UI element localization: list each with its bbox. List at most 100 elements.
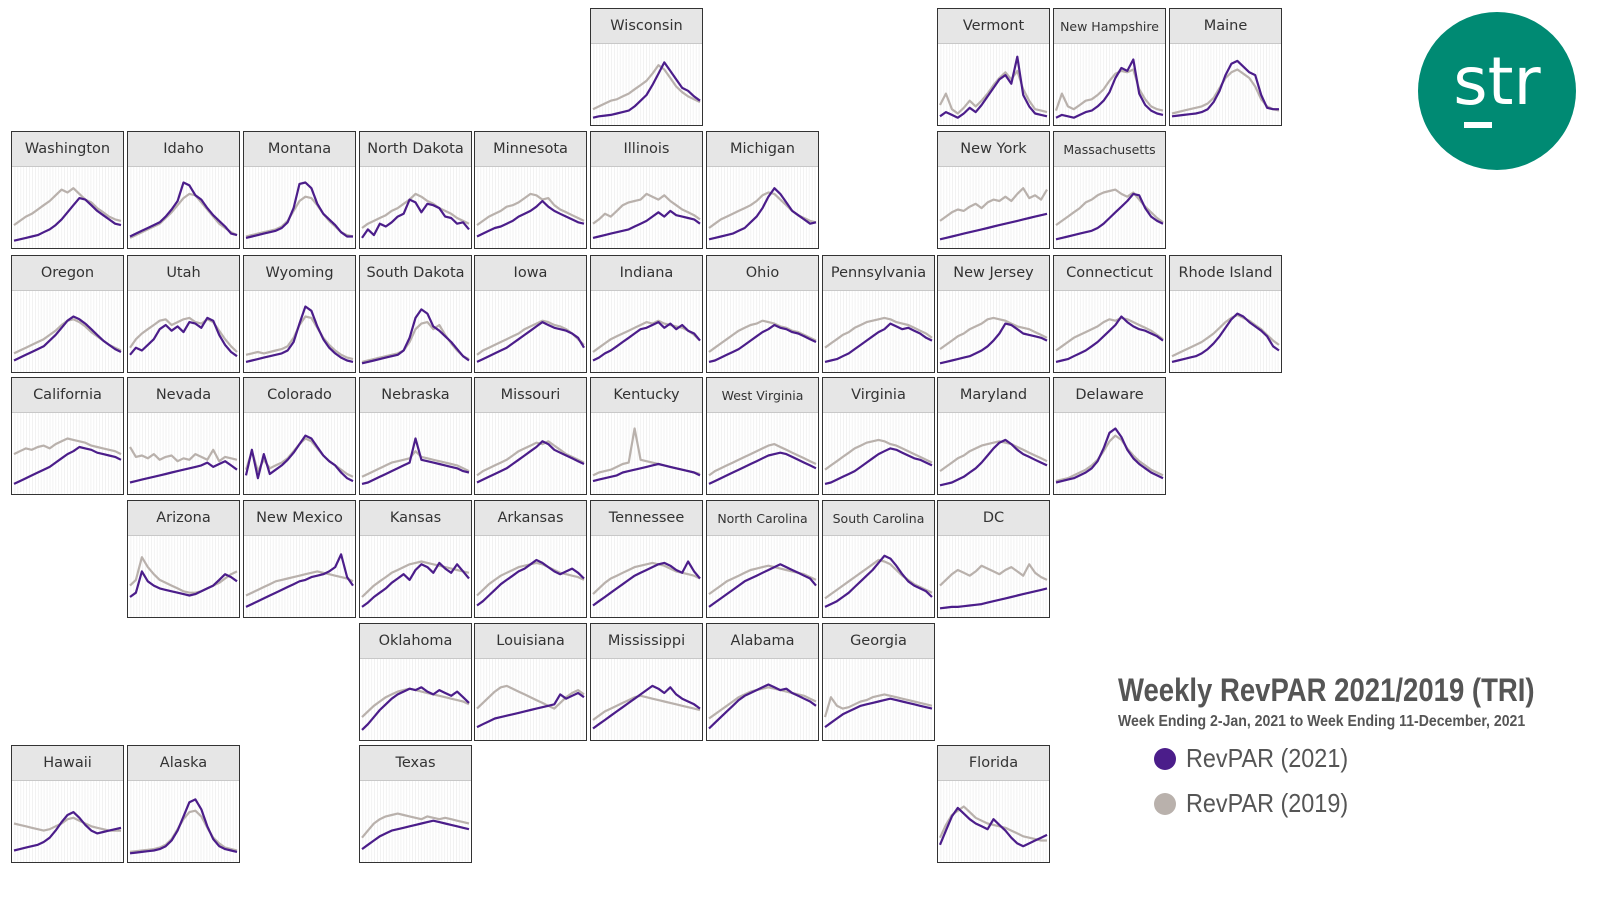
state-name: Rhode Island: [1170, 256, 1281, 291]
state-tile-virginia: Virginia: [822, 377, 935, 495]
series-line-rev2019: [592, 64, 701, 111]
series-line-rev2021: [13, 445, 122, 485]
state-name: Oklahoma: [360, 624, 471, 659]
series-line-rev2021: [361, 819, 470, 850]
state-sparkline: [1055, 167, 1164, 248]
series-line-rev2019: [824, 316, 933, 349]
series-line-rev2021: [939, 322, 1048, 365]
legend-dot-2021: [1154, 747, 1176, 770]
series-line-rev2019: [708, 686, 817, 720]
state-name: Idaho: [128, 132, 239, 167]
state-name: Oregon: [12, 256, 123, 291]
state-tile-florida: Florida: [937, 745, 1050, 863]
state-name: Arkansas: [475, 501, 586, 536]
state-sparkline: [1171, 291, 1280, 372]
series-line-rev2019: [824, 558, 933, 600]
series-line-rev2021: [824, 697, 933, 728]
state-name: Wisconsin: [591, 9, 702, 44]
state-sparkline: [361, 536, 470, 617]
state-name: Washington: [12, 132, 123, 167]
series-line-rev2021: [245, 181, 353, 239]
state-name: Maine: [1170, 9, 1281, 44]
state-tile-oregon: Oregon: [11, 255, 124, 373]
series-line-rev2021: [245, 305, 354, 363]
state-sparkline: [939, 413, 1048, 494]
state-sparkline: [13, 413, 122, 494]
series-line-rev2021: [824, 322, 933, 363]
legend-item-2019: RevPAR (2019): [1154, 788, 1366, 819]
state-sparkline: [361, 167, 470, 248]
state-name: Louisiana: [475, 624, 586, 659]
series-line-rev2021: [476, 440, 585, 484]
series-line-rev2019: [939, 805, 1047, 842]
state-tile-kentucky: Kentucky: [590, 377, 703, 495]
state-tile-oklahoma: Oklahoma: [359, 623, 472, 741]
state-tile-georgia: Georgia: [822, 623, 935, 741]
state-sparkline: [13, 167, 122, 248]
state-sparkline: [129, 413, 238, 494]
state-tile-utah: Utah: [127, 255, 240, 373]
state-sparkline: [592, 291, 701, 372]
str-logo-mark: str: [1453, 43, 1542, 128]
state-sparkline: [361, 413, 470, 494]
series-line-rev2019: [476, 684, 585, 710]
state-tile-arkansas: Arkansas: [474, 500, 587, 618]
series-line-rev2021: [13, 811, 122, 852]
state-sparkline: [592, 167, 701, 248]
state-sparkline: [1055, 413, 1164, 494]
state-name: New Mexico: [244, 501, 355, 536]
state-name: North Carolina: [707, 501, 818, 536]
series-line-rev2019: [1054, 68, 1164, 112]
series-line-rev2019: [361, 450, 470, 478]
state-name: Kansas: [360, 501, 471, 536]
series-line-rev2021: [476, 321, 585, 363]
series-line-rev2019: [824, 438, 933, 471]
state-name: Iowa: [475, 256, 586, 291]
state-tile-missouri: Missouri: [474, 377, 587, 495]
series-line-rev2021: [708, 563, 817, 608]
series-line-rev2021: [1055, 58, 1164, 119]
state-name: DC: [938, 501, 1049, 536]
state-name: Nevada: [128, 378, 239, 413]
state-sparkline: [476, 291, 585, 372]
series-line-rev2019: [939, 69, 1048, 115]
state-sparkline: [13, 291, 122, 372]
state-sparkline: [129, 291, 238, 372]
state-tile-new-york: New York: [937, 131, 1050, 249]
legend-dot-2019: [1154, 792, 1176, 815]
state-tile-iowa: Iowa: [474, 255, 587, 373]
state-sparkline: [245, 167, 354, 248]
series-line-rev2019: [13, 437, 122, 456]
state-sparkline: [129, 781, 238, 862]
state-sparkline: [476, 659, 585, 740]
series-line-rev2019: [129, 192, 238, 239]
state-name: Mississippi: [591, 624, 702, 659]
series-line-rev2021: [129, 798, 238, 855]
state-name: Pennsylvania: [823, 256, 934, 291]
series-line-rev2019: [476, 440, 585, 477]
state-sparkline: [938, 781, 1048, 862]
chart-subtitle: Week Ending 2-Jan, 2021 to Week Ending 1…: [1118, 713, 1526, 730]
series-line-rev2021: [1055, 192, 1164, 241]
state-tile-alaska: Alaska: [127, 745, 240, 863]
state-tile-texas: Texas: [359, 745, 472, 863]
state-name: Nebraska: [360, 378, 471, 413]
state-name: Connecticut: [1054, 256, 1165, 291]
series-line-rev2019: [476, 192, 585, 226]
state-name: Minnesota: [475, 132, 586, 167]
state-sparkline: [708, 167, 817, 248]
series-line-rev2021: [939, 55, 1048, 119]
state-name: New York: [938, 132, 1049, 167]
state-sparkline: [824, 536, 933, 617]
state-name: Virginia: [823, 378, 934, 413]
series-line-rev2021: [361, 686, 470, 731]
state-tile-west-virginia: West Virginia: [706, 377, 819, 495]
state-tile-north-carolina: North Carolina: [706, 500, 819, 618]
series-line-rev2019: [361, 812, 470, 839]
series-line-rev2021: [129, 316, 238, 358]
state-tile-indiana: Indiana: [590, 255, 703, 373]
state-sparkline: [824, 291, 933, 372]
series-line-rev2021: [129, 460, 238, 484]
series-line-rev2021: [361, 308, 470, 365]
